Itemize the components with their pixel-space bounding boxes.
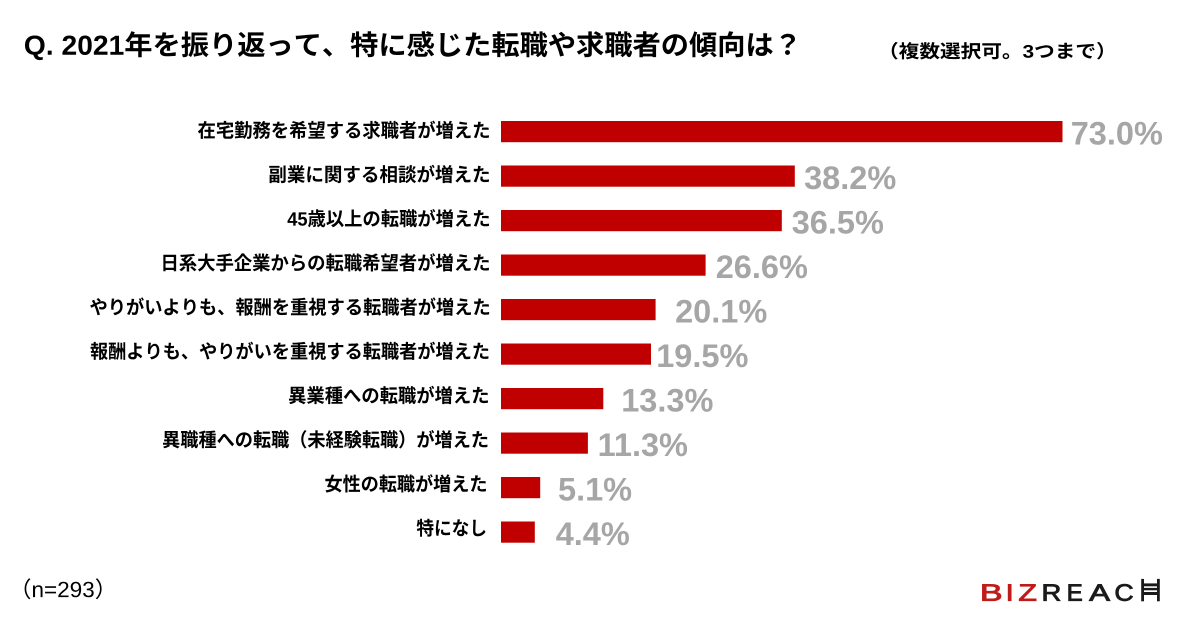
- svg-text:19.5%: 19.5%: [656, 338, 748, 374]
- svg-text:38.2%: 38.2%: [804, 160, 896, 196]
- svg-text:26.6%: 26.6%: [716, 249, 808, 285]
- svg-text:11.3%: 11.3%: [598, 427, 688, 463]
- svg-text:73.0%: 73.0%: [1071, 116, 1163, 152]
- svg-text:4.4%: 4.4%: [556, 516, 630, 552]
- svg-text:20.1%: 20.1%: [675, 294, 767, 330]
- svg-text:13.3%: 13.3%: [621, 383, 713, 419]
- svg-text:36.5%: 36.5%: [792, 205, 884, 241]
- svg-text:5.1%: 5.1%: [558, 472, 632, 508]
